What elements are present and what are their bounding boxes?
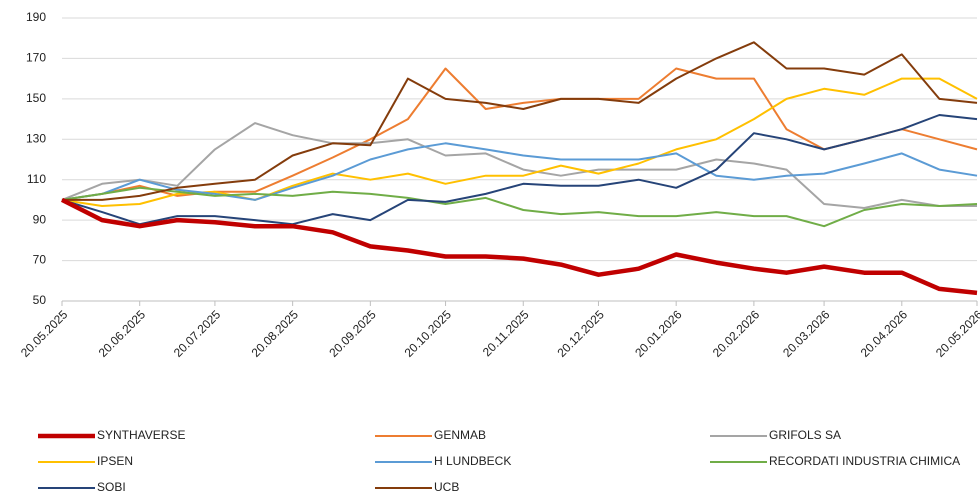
y-tick-label: 190 [26,10,46,24]
x-tick-label: 20.04.2026 [858,307,911,360]
y-tick-label: 90 [33,212,47,226]
series-line [62,41,978,201]
y-tick-label: 170 [26,51,46,65]
legend-label: GRIFOLS SA [769,428,841,442]
legend-label: H LUNDBECK [434,454,511,468]
legend-label: SOBI [97,480,126,494]
x-tick-label: 20.12.2025 [554,307,607,360]
y-tick-label: 110 [27,172,46,186]
series-line [60,197,978,296]
series-line [61,142,978,201]
x-tick-label: 20.05.2026 [933,307,980,360]
series-line [61,186,978,228]
x-tick-label: 20.11.2025 [480,307,532,359]
legend-label: UCB [434,480,459,494]
legend-label: SYNTHAVERSE [97,428,185,442]
series-line [61,77,978,207]
x-tick-label: 20.07.2025 [171,307,224,360]
x-tick-label: 20.08.2025 [249,307,302,360]
y-tick-label: 130 [26,131,46,145]
legend-label: GENMAB [434,428,486,442]
legend-label: IPSEN [97,454,133,468]
series-line [61,114,978,226]
x-tick-label: 20.09.2025 [326,307,379,360]
x-tick-label: 20.01.2026 [632,307,685,360]
x-tick-label: 20.10.2025 [402,307,455,360]
series-line [61,122,977,209]
x-tick-label: 20.06.2025 [96,307,149,360]
x-tick-label: 20.03.2026 [780,307,833,360]
x-tick-label: 20.02.2026 [710,307,763,360]
y-tick-label: 70 [33,253,47,267]
legend-label: RECORDATI INDUSTRIA CHIMICA [769,454,960,468]
y-tick-label: 150 [26,91,46,105]
x-tick-label: 20.05.2025 [18,307,71,360]
y-tick-label: 50 [33,293,47,307]
